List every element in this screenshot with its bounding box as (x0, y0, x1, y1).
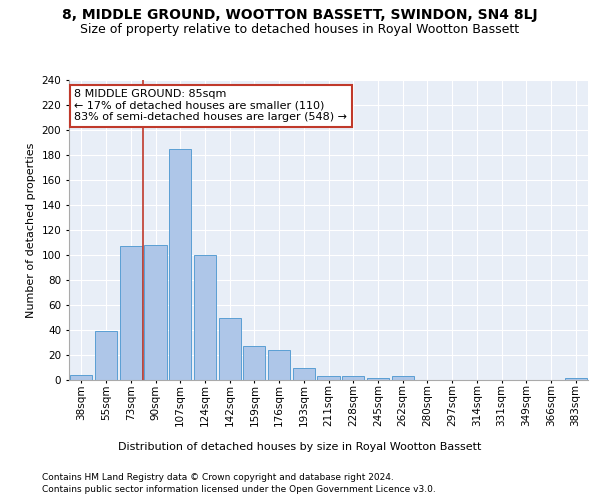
Bar (392, 376, 414, 380)
Bar (95, 331, 117, 380)
Bar (268, 350, 290, 380)
Text: Distribution of detached houses by size in Royal Wootton Bassett: Distribution of detached houses by size … (118, 442, 482, 452)
Text: Contains public sector information licensed under the Open Government Licence v3: Contains public sector information licen… (42, 485, 436, 494)
Bar (145, 245, 167, 380)
Bar (243, 346, 265, 380)
Bar (367, 378, 389, 380)
Bar (194, 255, 216, 380)
Text: 8, MIDDLE GROUND, WOOTTON BASSETT, SWINDON, SN4 8LJ: 8, MIDDLE GROUND, WOOTTON BASSETT, SWIND… (62, 8, 538, 22)
Bar (70, 375, 92, 380)
Bar (342, 376, 364, 380)
Bar (119, 246, 142, 380)
Text: Contains HM Land Registry data © Crown copyright and database right 2024.: Contains HM Land Registry data © Crown c… (42, 472, 394, 482)
Text: 8 MIDDLE GROUND: 85sqm
← 17% of detached houses are smaller (110)
83% of semi-de: 8 MIDDLE GROUND: 85sqm ← 17% of detached… (74, 89, 347, 122)
Text: Size of property relative to detached houses in Royal Wootton Bassett: Size of property relative to detached ho… (80, 22, 520, 36)
Bar (169, 149, 191, 380)
Bar (218, 318, 241, 380)
Bar (317, 376, 340, 380)
Y-axis label: Number of detached properties: Number of detached properties (26, 142, 36, 318)
Bar (565, 378, 587, 380)
Bar (293, 368, 315, 380)
